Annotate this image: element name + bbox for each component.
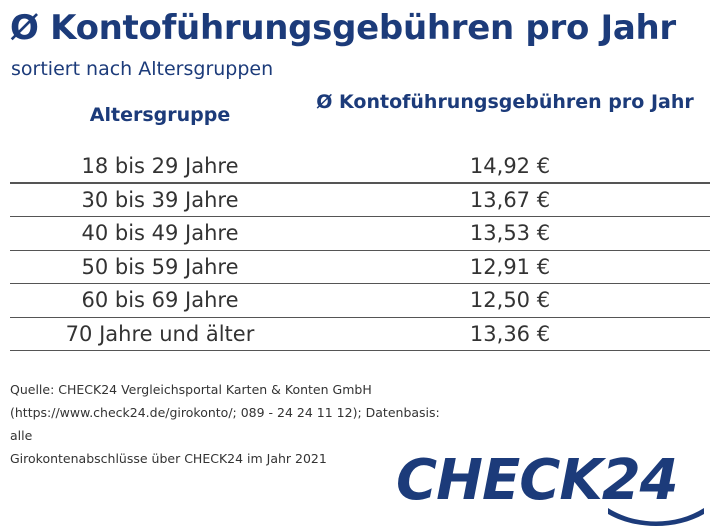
check24-logo: CHECK24	[396, 448, 706, 526]
age-group-cell: 50 bis 59 Jahre	[81, 254, 239, 279]
age-group-cell: 40 bis 49 Jahre	[81, 221, 239, 245]
table-row: 50 bis 59 Jahre 12,91 €	[10, 251, 710, 284]
fee-cell: 12,50 €	[469, 288, 551, 312]
table-row: 40 bis 49 Jahre 13,53 €	[10, 217, 710, 251]
table-row: 18 bis 29 Jahre 14,92 €	[10, 150, 710, 184]
fee-cell: 13,67 €	[469, 187, 551, 212]
fee-cell: 13,36 €	[469, 321, 551, 346]
age-group-cell: 60 bis 69 Jahre	[81, 288, 239, 312]
age-group-cell: 70 Jahre und älter	[65, 321, 255, 346]
source-line: Girokontenabschlüsse über CHECK24 im Jah…	[10, 451, 327, 466]
fee-cell: 14,92 €	[469, 154, 551, 178]
table-row: 60 bis 69 Jahre 12,50 €	[10, 284, 710, 318]
column-header-fee: Ø Kontoführungsgebühren pro Jahr	[316, 91, 694, 113]
fee-table: 18 bis 29 Jahre 14,92 € 30 bis 39 Jahre …	[10, 150, 710, 351]
table-row: 30 bis 39 Jahre 13,67 €	[10, 184, 710, 217]
age-group-cell: 30 bis 39 Jahre	[81, 187, 239, 212]
table-row: 70 Jahre und älter 13,36 €	[10, 318, 710, 351]
source-note: Quelle: CHECK24 Vergleichsportal Karten …	[10, 378, 440, 470]
source-line: Quelle: CHECK24 Vergleichsportal Karten …	[10, 382, 372, 397]
logo-wordmark: CHECK24	[396, 448, 679, 513]
fee-cell: 13,53 €	[469, 221, 551, 245]
column-header-age-group: Altersgruppe	[89, 104, 231, 126]
page-subtitle: sortiert nach Altersgruppen	[11, 58, 274, 80]
logo-swoosh-icon	[608, 508, 704, 526]
source-line: (https://www.check24.de/girokonto/; 089 …	[10, 405, 440, 443]
fee-cell: 12,91 €	[469, 254, 551, 279]
page-title: Ø Kontoführungsgebühren pro Jahr	[10, 8, 676, 48]
age-group-cell: 18 bis 29 Jahre	[81, 154, 239, 178]
